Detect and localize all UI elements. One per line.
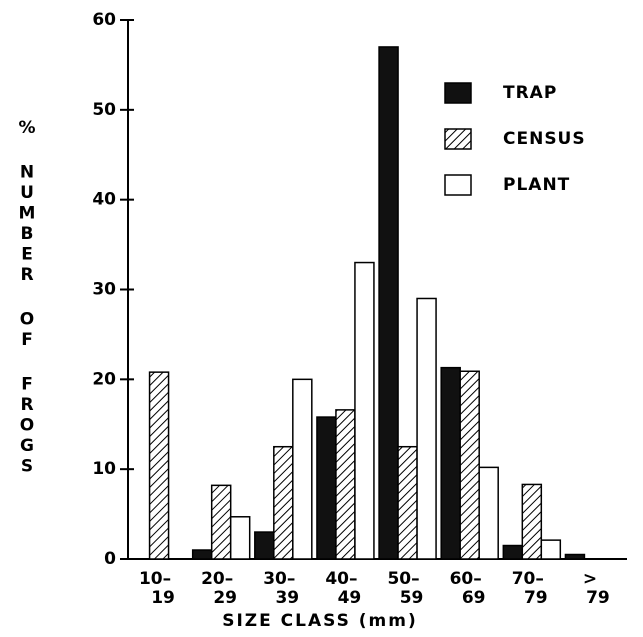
bar — [191, 549, 213, 560]
x-tick-label: 50– 59 — [387, 569, 423, 608]
legend-label: CENSUS — [503, 129, 586, 149]
x-tick-label: 70– 79 — [512, 569, 548, 608]
bar — [378, 46, 399, 560]
x-tick-label: 60– 69 — [450, 569, 486, 608]
x-tick-label: 30– 39 — [263, 569, 299, 608]
legend-swatch — [444, 128, 472, 150]
bar — [440, 366, 461, 560]
bar — [416, 297, 437, 560]
bar — [521, 483, 543, 560]
legend-swatch — [444, 174, 472, 196]
x-tick-label: 40– 49 — [325, 569, 361, 608]
bar — [502, 544, 524, 560]
y-tick-label: 60 — [92, 10, 116, 30]
bar — [273, 445, 294, 560]
x-tick-label: 10– 19 — [139, 569, 175, 608]
bar — [210, 484, 232, 560]
bar — [540, 539, 562, 560]
legend-label: TRAP — [503, 83, 557, 103]
bar — [335, 409, 356, 560]
bar — [316, 416, 337, 560]
bar — [229, 516, 251, 560]
legend-label: PLANT — [503, 175, 570, 195]
bar — [478, 466, 499, 560]
bar — [292, 378, 313, 560]
y-tick-label: 10 — [92, 459, 116, 479]
x-tick-label: 20– 29 — [201, 569, 237, 608]
bar — [564, 553, 586, 560]
bar — [459, 370, 480, 560]
y-tick-label: 30 — [92, 280, 116, 300]
legend-swatch — [444, 82, 472, 104]
bar — [354, 261, 375, 560]
y-tick-label: 40 — [92, 190, 116, 210]
bar — [148, 371, 170, 560]
x-tick-label: >79 — [583, 569, 610, 608]
y-tick-label: 0 — [104, 549, 116, 569]
y-tick-label: 20 — [92, 369, 116, 389]
bar — [397, 445, 418, 560]
x-axis-label: SIZE CLASS (mm) — [222, 611, 418, 631]
y-tick-label: 50 — [92, 100, 116, 120]
y-axis-label: % N U M B E R O F F R O G S — [18, 118, 35, 477]
bar — [254, 531, 275, 560]
